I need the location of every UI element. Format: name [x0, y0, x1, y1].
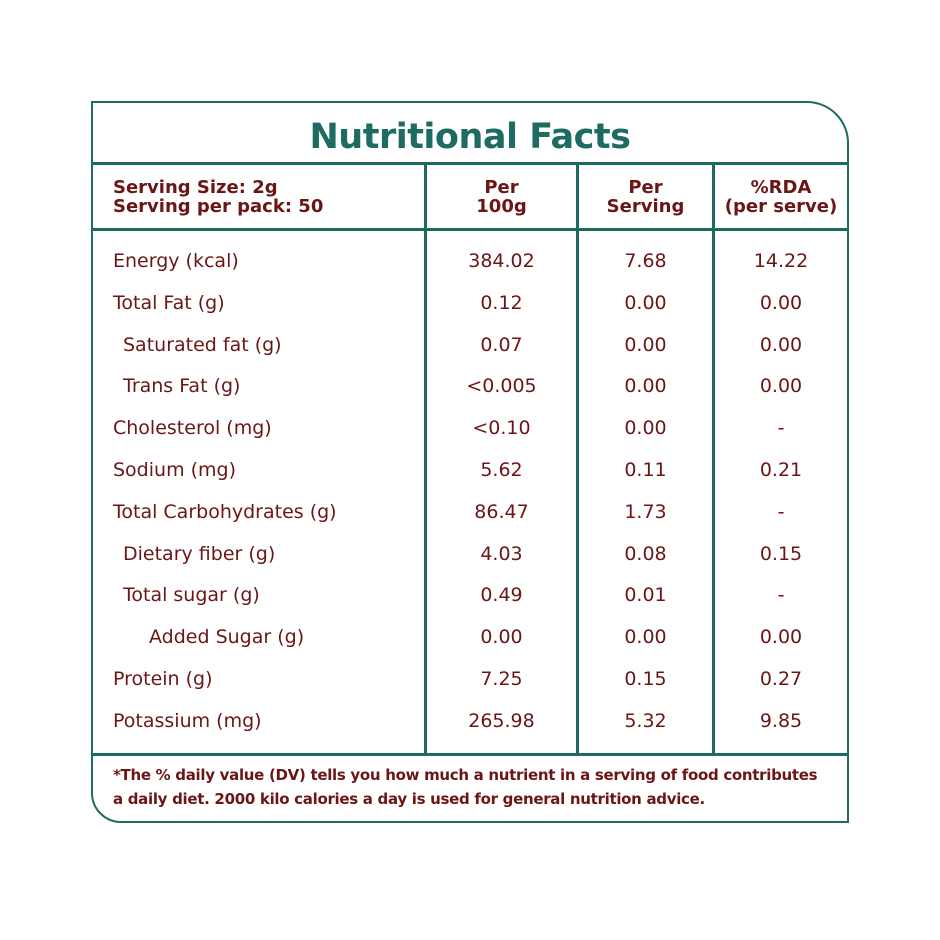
table-row: Cholesterol (mg) <0.10 0.00 - — [93, 407, 847, 449]
column-divider — [712, 164, 715, 755]
value-per-100g: 0.49 — [480, 584, 523, 607]
value-rda: 0.00 — [759, 291, 803, 314]
nutrient-label: Sodium (mg) — [113, 459, 237, 481]
column-divider — [424, 164, 427, 755]
value-per-100g: 5.62 — [480, 459, 523, 481]
nutrient-label: Total sugar (g) — [123, 584, 260, 607]
value-rda: 0.00 — [759, 375, 803, 398]
value-rda: - — [777, 417, 785, 440]
nutrition-facts-panel: Nutritional Facts Serving Size: 2g Servi… — [91, 101, 849, 823]
value-per-serving: 0.11 — [624, 459, 667, 481]
divider — [93, 753, 847, 756]
value-per-100g: 7.25 — [480, 668, 523, 690]
value-per-100g: 0.07 — [480, 333, 523, 356]
panel-title: Nutritional Facts — [309, 117, 631, 157]
value-per-serving: 1.73 — [624, 500, 667, 523]
header-text: Per — [484, 177, 519, 198]
value-per-100g: 0.00 — [480, 626, 523, 649]
header-per-serving: Per Serving — [579, 164, 712, 230]
serving-info: Serving Size: 2g Serving per pack: 50 — [113, 164, 413, 230]
nutrient-label: Total Fat (g) — [113, 291, 225, 314]
value-per-serving: 0.00 — [624, 626, 667, 649]
serving-per-pack: Serving per pack: 50 — [113, 196, 324, 217]
value-per-serving: 0.00 — [624, 417, 667, 440]
value-rda: 0.21 — [759, 459, 803, 481]
footnote: *The % daily value (DV) tells you how mu… — [113, 766, 818, 808]
value-per-100g: 4.03 — [480, 542, 523, 565]
value-per-serving: 5.32 — [624, 709, 667, 732]
header-per-100g: Per 100g — [427, 164, 576, 230]
value-rda: 9.85 — [759, 709, 803, 732]
table-row: Saturated fat (g) 0.07 0.00 0.00 — [93, 324, 847, 366]
value-per-serving: 7.68 — [624, 250, 667, 272]
value-rda: - — [777, 500, 785, 523]
value-rda: 14.22 — [753, 250, 809, 272]
value-rda: 0.15 — [759, 542, 803, 565]
table-row: Added Sugar (g) 0.00 0.00 0.00 — [93, 616, 847, 658]
value-per-serving: 0.01 — [624, 584, 667, 607]
nutrient-label: Added Sugar (g) — [149, 626, 305, 649]
value-rda: 0.00 — [759, 626, 803, 649]
table-row: Potassium (mg) 265.98 5.32 9.85 — [93, 700, 847, 742]
nutrient-label: Trans Fat (g) — [123, 375, 241, 398]
table-row: Total Fat (g) 0.12 0.00 0.00 — [93, 282, 847, 324]
table-row: Trans Fat (g) <0.005 0.00 0.00 — [93, 365, 847, 407]
header-text: 100g — [476, 196, 527, 217]
nutrient-label: Cholesterol (mg) — [113, 417, 272, 440]
value-per-100g: 384.02 — [468, 250, 535, 272]
header-text: %RDA — [750, 177, 812, 198]
value-per-serving: 0.08 — [624, 542, 667, 565]
value-rda: - — [777, 584, 785, 607]
column-divider — [576, 164, 579, 755]
value-per-serving: 0.15 — [624, 668, 667, 690]
value-per-100g: 86.47 — [474, 500, 529, 523]
nutrient-label: Potassium (mg) — [113, 709, 262, 732]
value-per-100g: 0.12 — [480, 291, 523, 314]
divider — [93, 162, 847, 165]
table-row: Total Carbohydrates (g) 86.47 1.73 - — [93, 491, 847, 533]
nutrient-label: Dietary fiber (g) — [123, 542, 276, 565]
value-per-serving: 0.00 — [624, 375, 667, 398]
nutrient-label: Energy (kcal) — [113, 250, 239, 272]
divider — [93, 228, 847, 231]
table-row: Dietary fiber (g) 4.03 0.08 0.15 — [93, 533, 847, 575]
nutrient-label: Saturated fat (g) — [123, 333, 282, 356]
table-row: Sodium (mg) 5.62 0.11 0.21 — [93, 449, 847, 491]
value-rda: 0.00 — [759, 333, 803, 356]
value-per-100g: 265.98 — [468, 709, 535, 732]
table-row: Total sugar (g) 0.49 0.01 - — [93, 574, 847, 616]
table-row: Protein (g) 7.25 0.15 0.27 — [93, 658, 847, 700]
value-per-serving: 0.00 — [624, 291, 667, 314]
nutrient-label: Protein (g) — [113, 668, 213, 690]
table-row: Energy (kcal) 384.02 7.68 14.22 — [93, 240, 847, 282]
serving-size: Serving Size: 2g — [113, 177, 278, 198]
header-text: Serving — [606, 196, 685, 217]
value-rda: 0.27 — [759, 668, 803, 690]
header-rda: %RDA (per serve) — [715, 164, 847, 230]
header-text: Per — [628, 177, 663, 198]
header-text: (per serve) — [724, 196, 838, 217]
value-per-serving: 0.00 — [624, 333, 667, 356]
nutrient-label: Total Carbohydrates (g) — [113, 500, 337, 523]
value-per-100g: <0.005 — [466, 375, 537, 398]
value-per-100g: <0.10 — [472, 417, 531, 440]
